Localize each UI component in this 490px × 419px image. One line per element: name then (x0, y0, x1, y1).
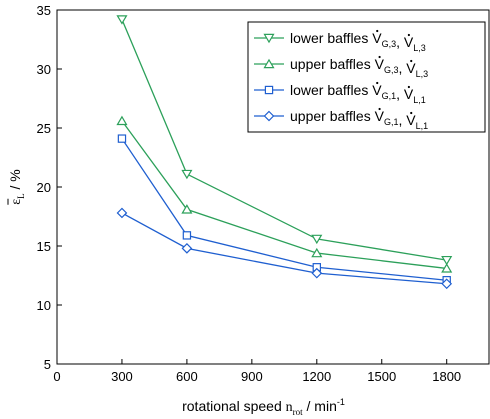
series-2 (116, 115, 453, 273)
data-point-triangle-up (311, 247, 323, 258)
legend-label-subscript: L,3 (416, 69, 429, 79)
legend-label-symbol: V (406, 112, 416, 128)
y-axis-title-subscript: L (16, 193, 26, 199)
data-point-diamond (441, 278, 453, 290)
series-layer (116, 15, 453, 290)
data-point-diamond (311, 267, 323, 279)
y-axis-title: εL / % (7, 169, 26, 205)
series-line (121, 212, 447, 285)
y-tick-label: 20 (37, 180, 51, 195)
data-point-square (117, 134, 127, 143)
legend-item: lower baffles VG,1, VL,1 (254, 81, 426, 105)
data-point-triangle-down (311, 234, 323, 245)
data-point-square (182, 231, 192, 240)
legend-label-text: upper baffles (290, 108, 375, 124)
x-tick-label: 1800 (432, 369, 461, 384)
dot-accent (378, 107, 381, 111)
data-point-triangle-up (116, 115, 128, 126)
legend-label: lower baffles VG,1, VL,1 (290, 82, 426, 105)
x-tick-label: 600 (176, 369, 198, 384)
dot-accent (410, 59, 413, 63)
y-axis-title-suffix: / % (7, 169, 23, 193)
legend-label-subscript: L,1 (416, 121, 429, 131)
axis-ticks: 0 300 600 900 1200 1500 1800 5 10 15 20 25 30 35 (37, 3, 462, 384)
legend-label-subscript: L,1 (413, 95, 426, 105)
y-tick-label: 30 (37, 62, 51, 77)
data-point-triangle-up (263, 58, 275, 69)
x-axis-title-symbol: n (286, 400, 293, 415)
x-tick-label: 0 (53, 369, 60, 384)
plot-frame (56, 9, 490, 365)
data-point-square (264, 85, 274, 95)
x-axis-title-suffix: / min (303, 398, 337, 414)
legend-label-symbol: V (372, 30, 382, 46)
data-point-diamond (116, 207, 128, 219)
legend-label-text: upper baffles (290, 56, 375, 72)
dot-accent (376, 81, 379, 85)
x-axis-title-prefix: rotational speed (182, 398, 286, 414)
y-tick-label: 10 (37, 298, 51, 313)
series-3 (117, 134, 451, 285)
dot-accent (407, 33, 410, 37)
series-line (121, 138, 447, 281)
data-point-diamond (181, 243, 193, 254)
y-tick-label: 15 (37, 239, 51, 254)
dot-accent (376, 29, 379, 33)
series-line (121, 19, 447, 261)
x-tick-label: 1500 (367, 369, 396, 384)
legend-label-subscript: G,3 (384, 65, 399, 75)
dot-accent (410, 111, 413, 115)
legend-label-subscript: L,3 (413, 43, 426, 53)
x-axis-title-superscript: -1 (337, 397, 345, 407)
legend-label-subscript: G,1 (384, 117, 399, 127)
data-point-triangle-down (263, 33, 275, 44)
x-tick-label: 1200 (302, 369, 331, 384)
legend-item: upper baffles VG,3, VL,3 (254, 55, 428, 79)
data-point-diamond (263, 110, 275, 122)
y-tick-label: 35 (37, 3, 51, 18)
data-point-triangle-down (441, 255, 453, 266)
legend-label-text: lower baffles (290, 30, 372, 46)
legend-item: lower baffles VG,3, VL,3 (254, 29, 426, 53)
legend-label-symbol: V (375, 56, 385, 72)
legend-label-separator: , (398, 60, 406, 76)
series-4 (116, 207, 453, 290)
data-point-triangle-up (441, 263, 453, 273)
x-tick-label: 300 (111, 369, 133, 384)
legend-label-symbol: V (404, 86, 414, 102)
series-line (121, 120, 447, 270)
legend-label-subscript: G,3 (382, 39, 397, 49)
y-tick-label: 5 (44, 357, 51, 372)
legend-label-separator: , (396, 34, 404, 50)
data-point-triangle-down (181, 169, 193, 180)
y-tick-label: 25 (37, 121, 51, 136)
legend-label-subscript: G,1 (382, 91, 397, 101)
x-axis-title: rotational speed nrot / min-1 (182, 397, 345, 417)
data-point-triangle-down (116, 15, 128, 25)
legend-label-separator: , (396, 86, 404, 102)
legend-label: lower baffles VG,3, VL,3 (290, 30, 426, 53)
dot-accent (407, 85, 410, 89)
legend-label: upper baffles VG,3, VL,3 (290, 56, 428, 79)
legend-label-text: lower baffles (290, 82, 372, 98)
legend-label-symbol: V (375, 108, 385, 124)
legend-label-separator: , (398, 112, 406, 128)
legend-label-symbol: V (404, 34, 414, 50)
legend-item: upper baffles VG,1, VL,1 (254, 107, 428, 131)
legend-label-symbol: V (406, 60, 416, 76)
x-tick-label: 900 (241, 369, 263, 384)
x-axis-title-subscript: rot (293, 407, 303, 417)
legend-box (247, 21, 486, 133)
y-axis-title-symbol: ε (9, 199, 24, 205)
data-point-triangle-up (181, 204, 193, 214)
series-1 (116, 15, 453, 266)
dot-accent (378, 55, 381, 59)
legend-label-symbol: V (372, 82, 382, 98)
legend-label: upper baffles VG,1, VL,1 (290, 108, 428, 131)
